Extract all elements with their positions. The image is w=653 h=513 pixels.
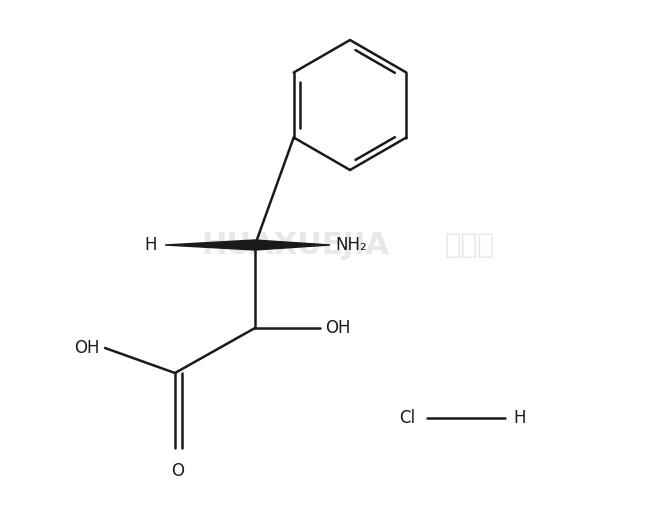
Text: H: H [144,236,157,254]
Polygon shape [255,240,330,250]
Text: Cl: Cl [399,409,415,427]
Text: 化学加: 化学加 [445,231,495,259]
Polygon shape [165,240,255,250]
Text: H: H [513,409,526,427]
Text: HUAXUEJIA: HUAXUEJIA [201,230,389,260]
Text: NH₂: NH₂ [335,236,367,254]
Text: OH: OH [325,319,351,337]
Text: O: O [172,462,185,480]
Text: OH: OH [74,339,100,357]
